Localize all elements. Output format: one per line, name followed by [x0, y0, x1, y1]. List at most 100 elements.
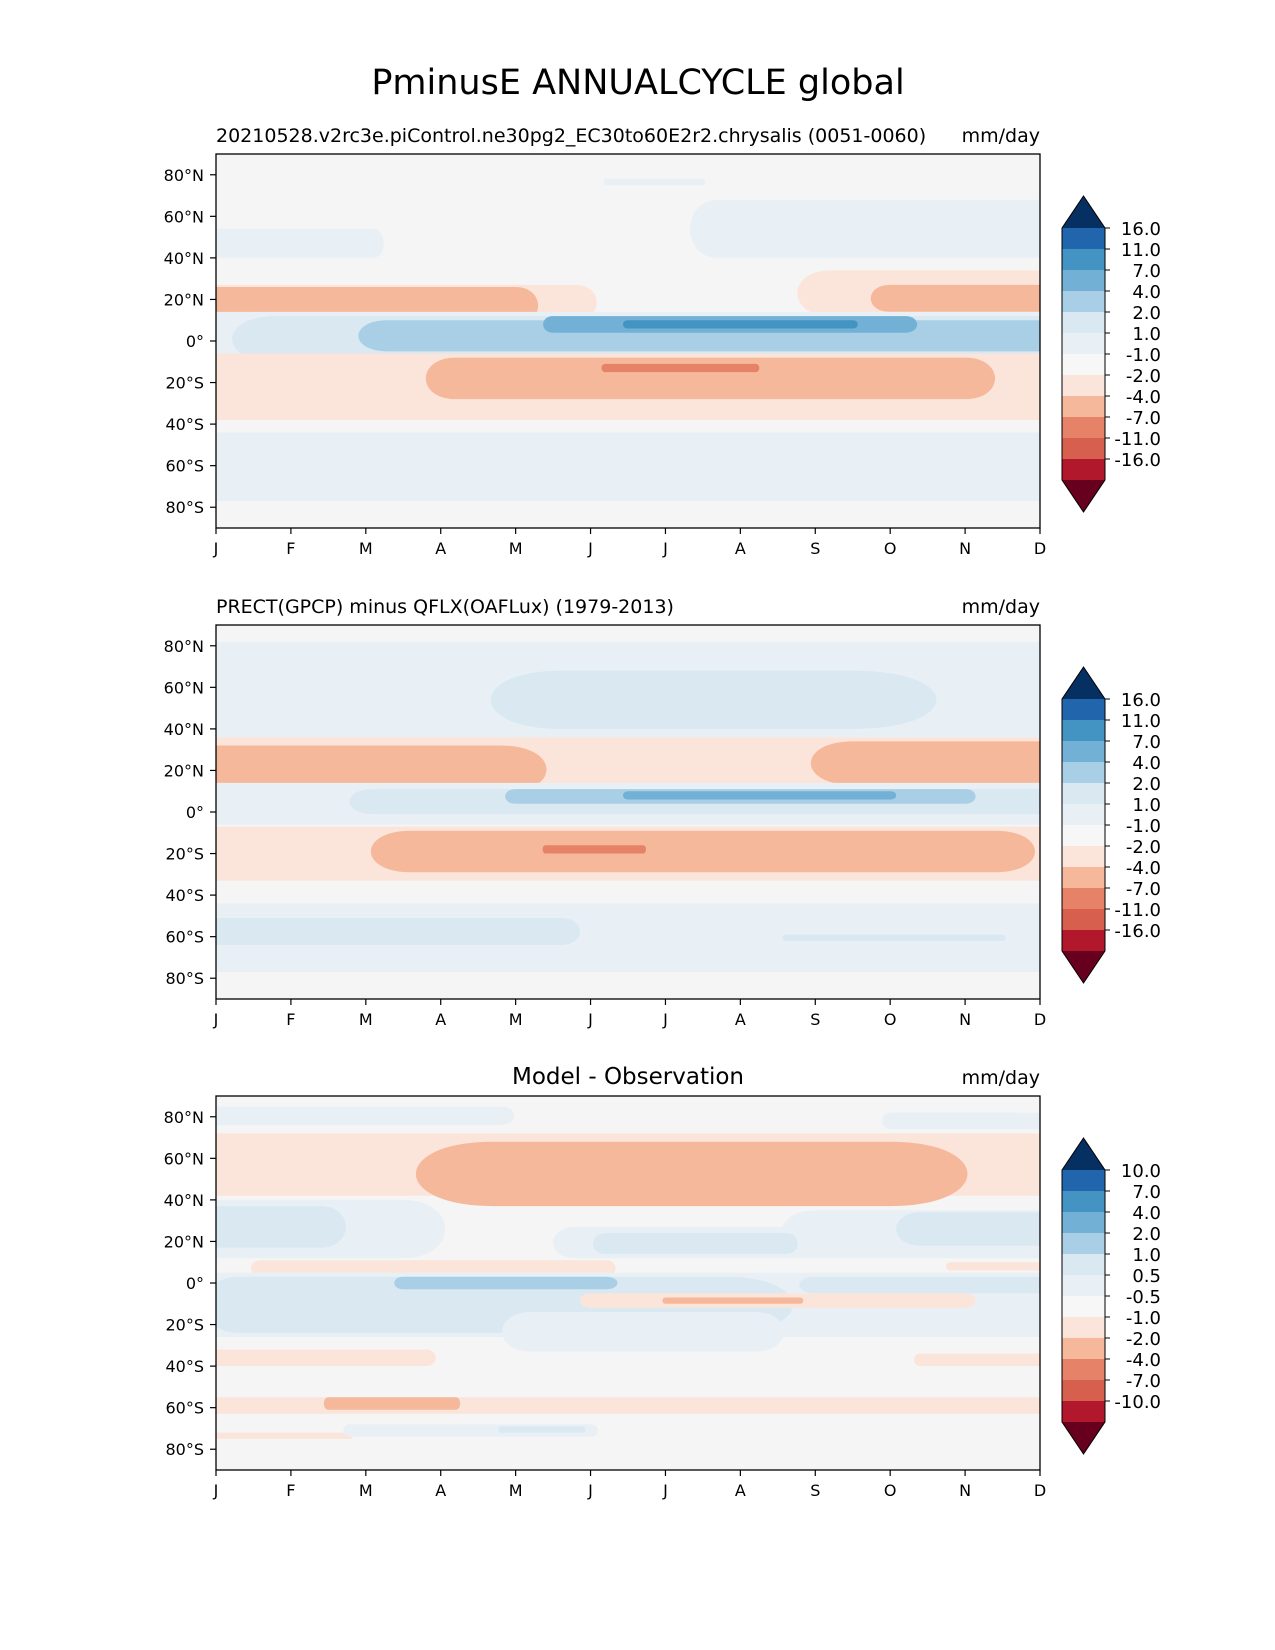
contour-region-neg-3: [601, 363, 760, 373]
x-tick-label: M: [359, 1481, 373, 1500]
panel-left-title: PRECT(GPCP) minus QFLX(OAFLux) (1979-201…: [216, 596, 674, 618]
x-tick-label: D: [1034, 1010, 1046, 1029]
colorbar-segment: [1062, 804, 1105, 825]
colorbar-segment: [1062, 270, 1105, 291]
colorbar-segment: [1062, 825, 1105, 846]
contour-region-neg-1: [946, 1262, 1040, 1271]
colorbar-segment: [1062, 1212, 1105, 1233]
panel-3: Model - Observation mm/day 80°N 60°N 40°N 20°…: [164, 1064, 1161, 1500]
colorbar-label: -4.0: [1126, 858, 1161, 879]
colorbar-label: -4.0: [1126, 1350, 1161, 1371]
colorbar-label: 7.0: [1132, 261, 1161, 282]
contour-region-pos-2: [593, 1233, 798, 1254]
x-tick-label: A: [435, 1481, 446, 1500]
colorbar-label: -16.0: [1114, 921, 1161, 942]
x-tick-label: S: [810, 539, 820, 558]
colorbar-label: -7.0: [1126, 879, 1161, 900]
x-tick-label: M: [359, 1010, 373, 1029]
panel-units-label: mm/day: [962, 1067, 1040, 1089]
colorbar-segment: [1062, 249, 1105, 270]
colorbar-segment: [1062, 396, 1105, 417]
y-tick-label: 80°S: [165, 1440, 204, 1459]
colorbar-label: -2.0: [1126, 837, 1161, 858]
colorbar-segment: [1062, 909, 1105, 930]
contour-region-pos-1: [502, 1312, 784, 1352]
contour-region-neg-2: [810, 741, 1040, 785]
y-tick-label: 20°N: [164, 1232, 204, 1251]
y-tick-label: 60°N: [164, 678, 204, 697]
colorbar-segment: [1062, 846, 1105, 867]
x-tick-label: A: [735, 1481, 746, 1500]
colorbar-label: 10.0: [1121, 1161, 1161, 1182]
panel-units-label: mm/day: [962, 596, 1040, 618]
panel-center-title: Model - Observation: [512, 1064, 744, 1090]
colorbar-segment: [1062, 1275, 1105, 1296]
contour-region-pos-2: [782, 934, 1006, 941]
colorbar-segment: [1062, 1191, 1105, 1212]
colorbar-label: 2.0: [1132, 303, 1161, 324]
colorbar-segment: [1062, 720, 1105, 741]
colorbar-segment: [1062, 1254, 1105, 1275]
x-tick-label: M: [509, 539, 523, 558]
x-tick-label: J: [662, 1481, 668, 1500]
contour-region-pos-2: [498, 1426, 586, 1433]
y-tick-label: 40°N: [164, 720, 204, 739]
colorbar-segment: [1062, 741, 1105, 762]
x-tick-label: M: [509, 1010, 523, 1029]
colorbar-label: 4.0: [1132, 753, 1161, 774]
colorbar-segment: [1062, 762, 1105, 783]
x-tick-label: J: [587, 1010, 593, 1029]
colorbar-label: 16.0: [1121, 219, 1161, 240]
colorbar-bottom-extension: [1062, 480, 1105, 512]
contour-region-neg-1: [216, 1432, 354, 1439]
colorbar-bottom-extension: [1062, 951, 1105, 983]
contour-region-pos-1: [882, 1112, 1040, 1130]
colorbar-label: 7.0: [1132, 732, 1161, 753]
colorbar-label: -0.5: [1126, 1287, 1161, 1308]
colorbar-segment: [1062, 888, 1105, 909]
contour-region-pos-2: [490, 670, 937, 729]
x-tick-label: J: [662, 1010, 668, 1029]
colorbar-top-extension: [1062, 1138, 1105, 1170]
colorbar-bottom-extension: [1062, 1422, 1105, 1454]
contour-region-neg-2: [415, 1141, 968, 1207]
x-tick-label: F: [286, 1010, 295, 1029]
y-tick-label: 40°N: [164, 249, 204, 268]
x-tick-label: D: [1034, 539, 1046, 558]
contour-region-neg-1: [216, 1349, 436, 1367]
contour-region-pos-1: [216, 432, 1040, 501]
x-tick-label: J: [213, 1010, 219, 1029]
colorbar-segment: [1062, 867, 1105, 888]
colorbar-top-extension: [1062, 196, 1105, 228]
colorbar: 16.011.07.04.02.01.0-1.0-2.0-4.0-7.0-11.…: [1061, 195, 1161, 513]
y-tick-label: 80°S: [165, 498, 204, 517]
colorbar-segment: [1062, 1359, 1105, 1380]
colorbar-label: -10.0: [1114, 1392, 1161, 1413]
contour-region-pos-5: [623, 320, 858, 329]
contour-region-pos-2: [216, 917, 581, 945]
colorbar-label: -16.0: [1114, 450, 1161, 471]
colorbar-segment: [1062, 375, 1105, 396]
contour-region-neg-2: [425, 357, 996, 400]
colorbar-label: -11.0: [1114, 900, 1161, 921]
panel-2: PRECT(GPCP) minus QFLX(OAFLux) (1979-201…: [164, 596, 1161, 1029]
figure-title: PminusE ANNUALCYCLE global: [371, 63, 904, 103]
contour-region-pos-3: [394, 1276, 618, 1290]
y-tick-label: 60°S: [165, 928, 204, 947]
colorbar-segment: [1062, 312, 1105, 333]
x-tick-label: O: [884, 1481, 897, 1500]
colorbar-segment: [1062, 699, 1105, 720]
colorbar-segment: [1062, 438, 1105, 459]
colorbar-segment: [1062, 459, 1105, 480]
x-tick-label: S: [810, 1010, 820, 1029]
x-tick-label: O: [884, 1010, 897, 1029]
y-tick-label: 20°S: [165, 374, 204, 393]
colorbar-label: 0.5: [1132, 1266, 1161, 1287]
colorbar-label: 4.0: [1132, 282, 1161, 303]
x-tick-label: A: [435, 539, 446, 558]
contour-fills: [216, 178, 1040, 501]
x-tick-label: A: [735, 539, 746, 558]
colorbar-label: 2.0: [1132, 774, 1161, 795]
colorbar-label: -7.0: [1126, 1371, 1161, 1392]
